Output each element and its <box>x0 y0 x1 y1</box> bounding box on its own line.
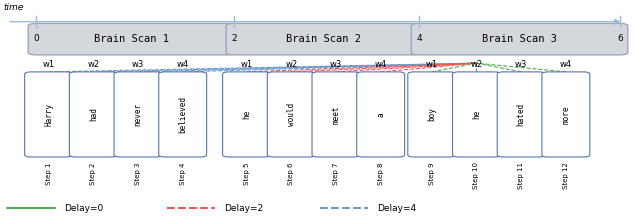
Text: Step 8: Step 8 <box>378 162 383 185</box>
Text: more: more <box>561 105 570 124</box>
Text: w4: w4 <box>177 60 189 69</box>
Text: 2: 2 <box>231 34 237 43</box>
Text: believed: believed <box>178 96 187 133</box>
FancyBboxPatch shape <box>356 72 404 157</box>
FancyBboxPatch shape <box>408 72 456 157</box>
FancyBboxPatch shape <box>312 72 360 157</box>
Text: Step 12: Step 12 <box>563 162 569 189</box>
Text: 4: 4 <box>416 34 422 43</box>
FancyBboxPatch shape <box>268 72 316 157</box>
Text: he: he <box>472 110 481 119</box>
FancyBboxPatch shape <box>497 72 545 157</box>
FancyBboxPatch shape <box>412 23 628 55</box>
Text: w2: w2 <box>87 60 99 69</box>
Text: w4: w4 <box>374 60 387 69</box>
Text: w2: w2 <box>285 60 298 69</box>
FancyBboxPatch shape <box>452 72 500 157</box>
FancyBboxPatch shape <box>28 23 235 55</box>
Text: Step 11: Step 11 <box>518 162 524 189</box>
Text: Step 7: Step 7 <box>333 162 339 185</box>
Text: boy: boy <box>428 107 436 121</box>
Text: hated: hated <box>516 103 525 126</box>
Text: w3: w3 <box>330 60 342 69</box>
Text: Delay=4: Delay=4 <box>378 204 417 213</box>
Text: never: never <box>134 103 143 126</box>
Text: would: would <box>287 103 296 126</box>
Text: w3: w3 <box>132 60 144 69</box>
Text: 0: 0 <box>33 34 38 43</box>
FancyBboxPatch shape <box>69 72 117 157</box>
Text: 6: 6 <box>617 34 623 43</box>
FancyBboxPatch shape <box>223 72 271 157</box>
Text: Step 2: Step 2 <box>90 162 96 185</box>
Text: a: a <box>376 112 385 117</box>
Text: w4: w4 <box>560 60 572 69</box>
Text: Harry: Harry <box>44 103 53 126</box>
Text: Step 5: Step 5 <box>244 162 250 185</box>
Text: had: had <box>89 107 98 121</box>
Text: Step 6: Step 6 <box>288 162 294 185</box>
Text: w3: w3 <box>515 60 527 69</box>
FancyBboxPatch shape <box>226 23 420 55</box>
Text: Step 10: Step 10 <box>474 162 479 189</box>
Text: w2: w2 <box>470 60 483 69</box>
Text: Step 3: Step 3 <box>135 162 141 185</box>
FancyBboxPatch shape <box>114 72 162 157</box>
Text: meet: meet <box>332 105 340 124</box>
Text: time: time <box>4 3 24 12</box>
Text: Step 9: Step 9 <box>429 162 435 185</box>
Text: Brain Scan 1: Brain Scan 1 <box>94 34 169 44</box>
Text: Delay=2: Delay=2 <box>224 204 263 213</box>
Text: Step 4: Step 4 <box>180 162 186 185</box>
FancyBboxPatch shape <box>25 72 72 157</box>
Text: w1: w1 <box>426 60 438 69</box>
Text: Step 1: Step 1 <box>45 162 52 185</box>
Text: Brain Scan 2: Brain Scan 2 <box>285 34 361 44</box>
Text: Delay=0: Delay=0 <box>65 204 104 213</box>
FancyBboxPatch shape <box>542 72 590 157</box>
Text: he: he <box>242 110 251 119</box>
FancyBboxPatch shape <box>159 72 207 157</box>
Text: w1: w1 <box>42 60 54 69</box>
Text: Brain Scan 3: Brain Scan 3 <box>482 34 557 44</box>
Text: w1: w1 <box>241 60 253 69</box>
